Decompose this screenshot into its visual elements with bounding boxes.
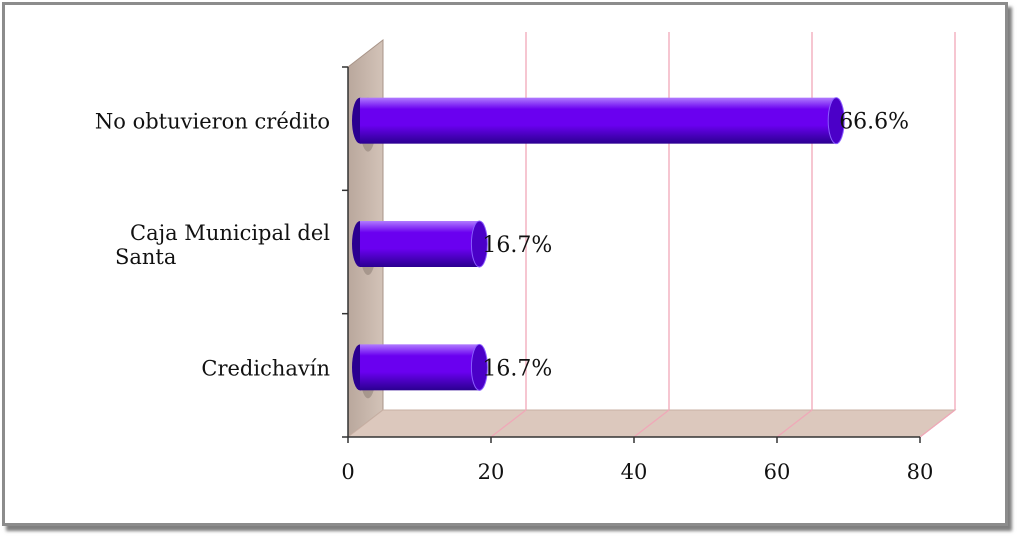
category-label: No obtuvieron crédito — [95, 110, 330, 134]
bar-body — [360, 221, 480, 267]
bar-1 — [352, 343, 488, 391]
bar-3 — [352, 97, 845, 145]
x-tick-label: 0 — [341, 460, 354, 484]
bar-2 — [352, 220, 488, 268]
category-label: Credichavín — [201, 356, 330, 380]
bar-end-cap — [470, 220, 488, 268]
category-label-line: Credichavín — [201, 356, 330, 380]
bar-end-cap — [827, 97, 845, 145]
x-tick-label: 40 — [621, 460, 648, 484]
x-tick-label: 80 — [907, 460, 934, 484]
category-label-line: No obtuvieron crédito — [95, 110, 330, 134]
bar-body — [360, 97, 837, 144]
category-label-line: Caja Municipal del — [130, 221, 330, 245]
floor-gridline — [490, 409, 527, 438]
x-tick-label: 20 — [478, 460, 505, 484]
bar-chart: 0 20 40 60 80 16.7% Credichavín 16.7% Caja Munic… — [95, 32, 957, 484]
floor-gridline — [919, 409, 956, 438]
category-label: Caja Municipal del Santa — [115, 221, 330, 269]
data-label: 16.7% — [482, 233, 552, 258]
bar-end-cap — [470, 343, 488, 391]
data-label: 16.7% — [482, 356, 552, 381]
floor-gridline — [776, 409, 813, 438]
data-label: 66.6% — [839, 110, 909, 135]
x-tick-label: 60 — [764, 460, 791, 484]
chart-frame: 0 20 40 60 80 16.7% Credichavín 16.7% Caja Munic… — [2, 2, 1008, 526]
floor-gridline — [633, 409, 670, 438]
category-label-line: Santa — [115, 245, 176, 269]
bar-body — [360, 344, 480, 391]
